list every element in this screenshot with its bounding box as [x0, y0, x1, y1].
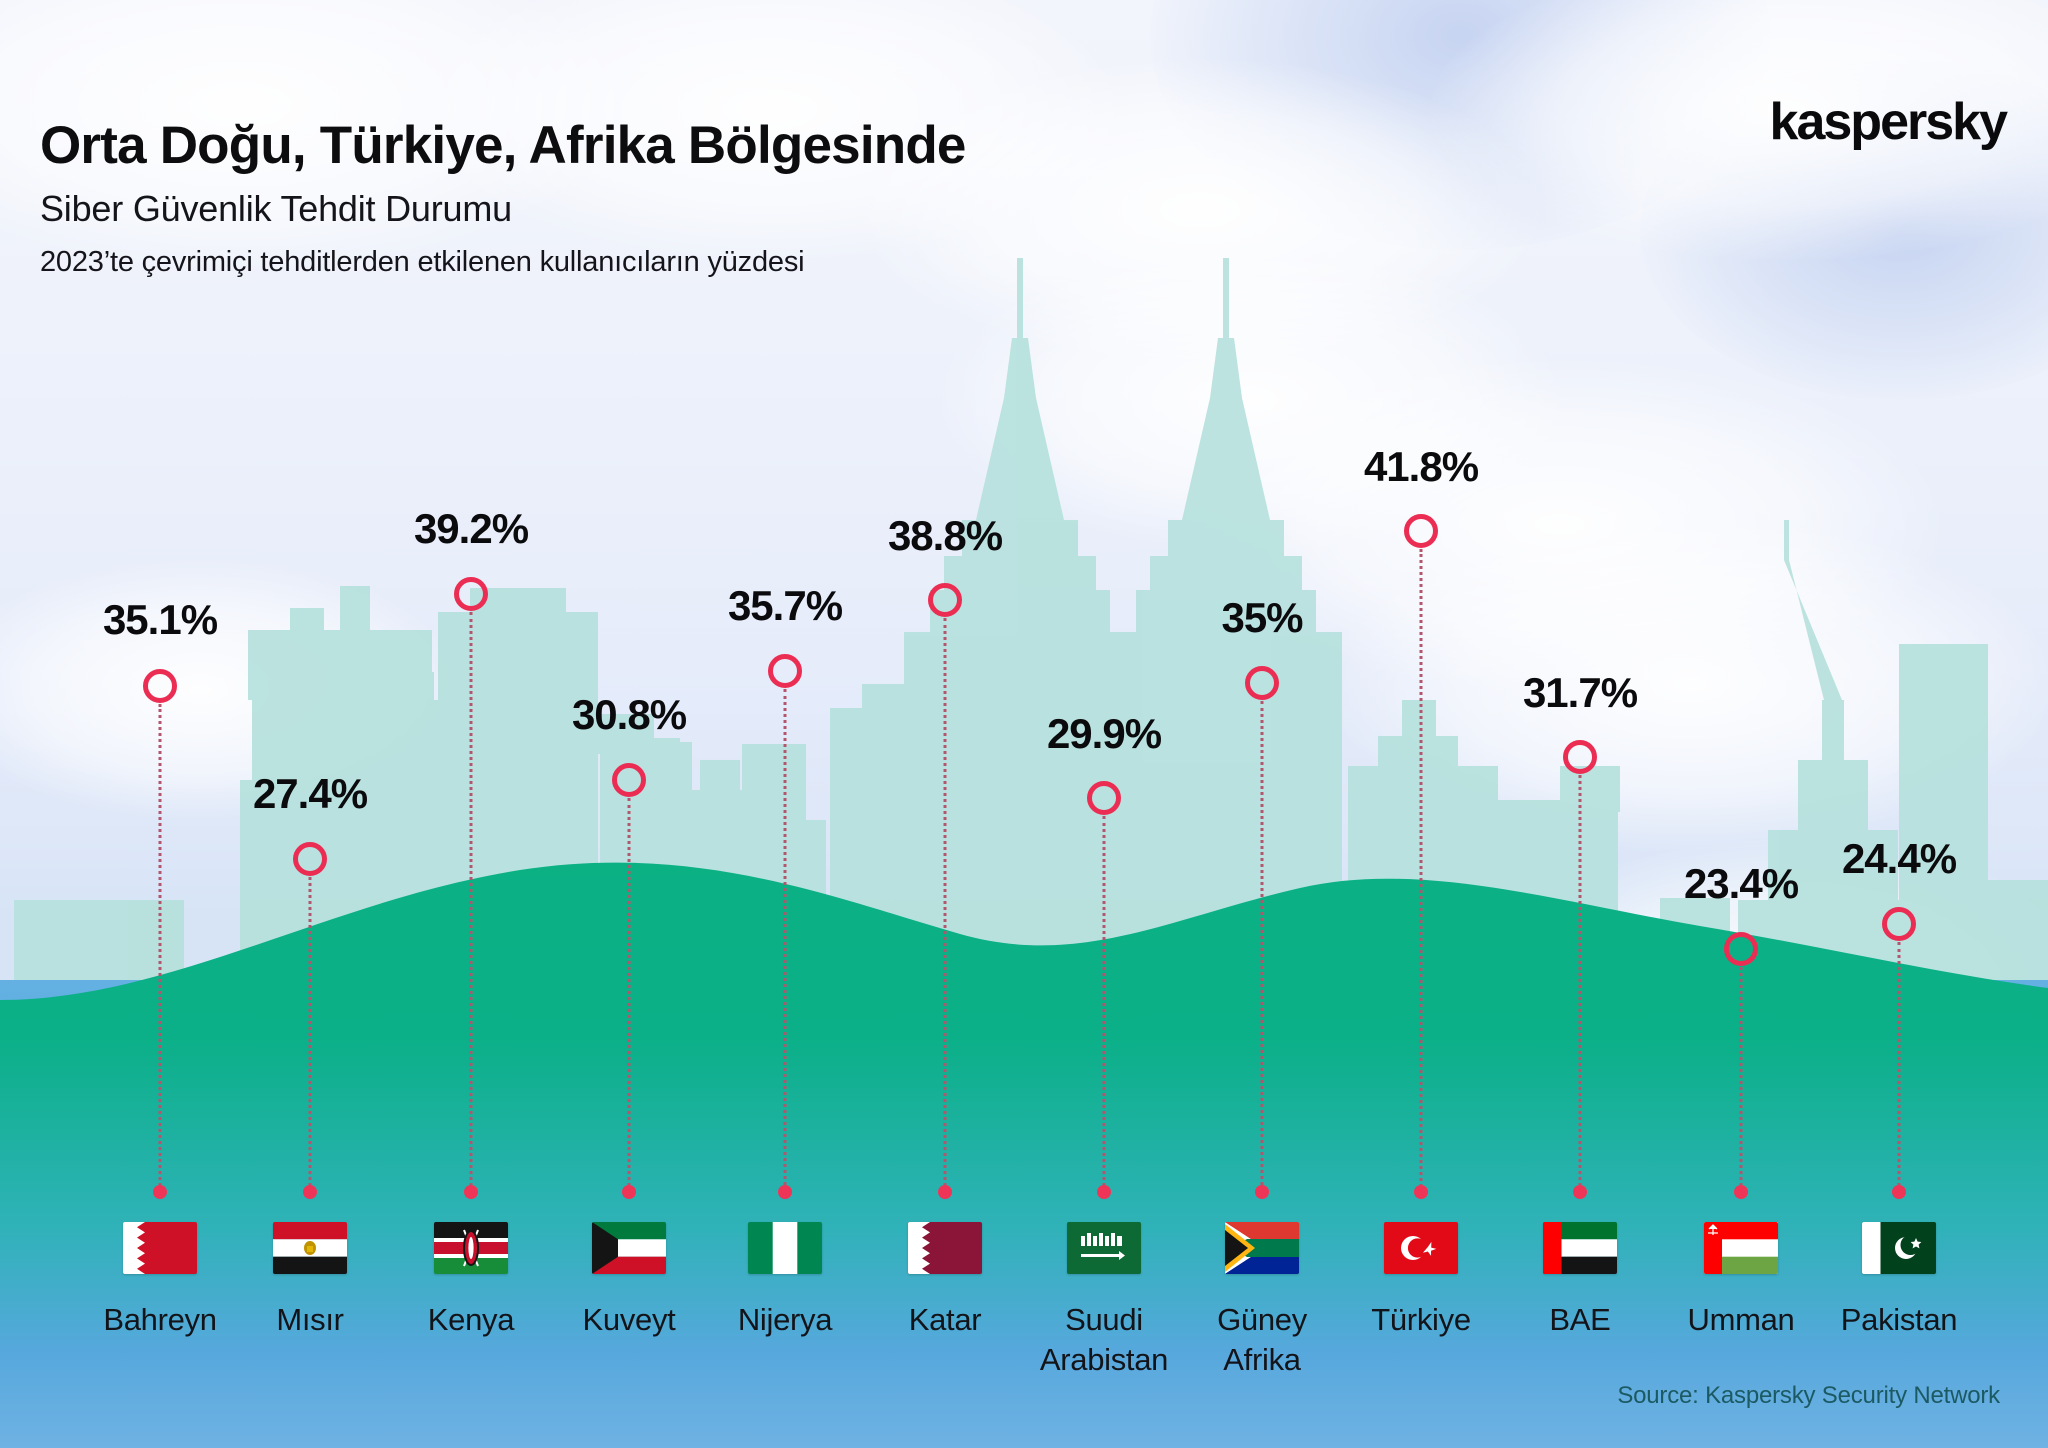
- country-label-line2: Arabistan: [1039, 1341, 1169, 1377]
- connector-end-dot: [153, 1185, 167, 1199]
- data-point-ring[interactable]: [1245, 666, 1279, 700]
- country-label: Umman: [1687, 1302, 1795, 1337]
- country-column[interactable]: Nijerya: [685, 1222, 885, 1340]
- data-value-label: 24.4%: [1841, 835, 1957, 882]
- flag-pakistan-icon: [1862, 1222, 1936, 1274]
- connector-end-dot: [622, 1185, 636, 1199]
- country-label: Kenya: [427, 1302, 515, 1337]
- flag-turkiye-icon: [1384, 1222, 1458, 1274]
- connector-end-dot: [1892, 1185, 1906, 1199]
- page-note: 2023’te çevrimiçi tehditlerden etkilenen…: [40, 246, 805, 279]
- country-column[interactable]: Kuveyt: [529, 1222, 729, 1340]
- country-column[interactable]: Umman: [1641, 1222, 1841, 1340]
- country-label: Pakistan: [1840, 1302, 1958, 1337]
- data-value-label: 27.4%: [252, 770, 368, 817]
- header: Orta Doğu, Türkiye, Afrika Bölgesinde Si…: [40, 116, 1340, 279]
- connector-end-dot: [1097, 1185, 1111, 1199]
- connector-line: [1897, 942, 1901, 1192]
- connector-line: [1739, 967, 1743, 1192]
- flag-uae-icon: [1543, 1222, 1617, 1274]
- connector-line: [783, 689, 787, 1192]
- country-column[interactable]: Suudi Arabistan: [1004, 1222, 1204, 1379]
- data-value-label: 31.7%: [1522, 669, 1638, 716]
- flag-kuwait-icon: [592, 1222, 666, 1274]
- data-point-ring[interactable]: [1882, 907, 1916, 941]
- country-label: Türkiye: [1371, 1302, 1471, 1337]
- data-point-ring[interactable]: [612, 763, 646, 797]
- country-label: Nijerya: [737, 1302, 833, 1337]
- connector-end-dot: [1255, 1185, 1269, 1199]
- data-value-label: 41.8%: [1363, 443, 1479, 490]
- country-label-line2: Afrika: [1223, 1341, 1301, 1377]
- country-label: Kuveyt: [582, 1302, 676, 1337]
- flag-qatar-icon: [908, 1222, 982, 1274]
- connector-line: [308, 877, 312, 1192]
- connector-line: [1260, 701, 1264, 1192]
- flag-egypt-icon: [273, 1222, 347, 1274]
- country-column[interactable]: Mısır: [210, 1222, 410, 1340]
- country-label: Katar: [908, 1302, 982, 1337]
- connector-end-dot: [1573, 1185, 1587, 1199]
- country-column[interactable]: Kenya: [371, 1222, 571, 1340]
- data-point-ring[interactable]: [1087, 781, 1121, 815]
- country-column[interactable]: Pakistan: [1799, 1222, 1999, 1340]
- data-point-ring[interactable]: [768, 654, 802, 688]
- country-label: Güney Afrika: [1162, 1300, 1362, 1379]
- kaspersky-logo: kaspersky: [1769, 93, 2008, 151]
- connector-line: [943, 618, 947, 1192]
- data-value-label: 30.8%: [571, 691, 687, 738]
- data-point-ring[interactable]: [1404, 514, 1438, 548]
- connector-end-dot: [303, 1185, 317, 1199]
- data-point-ring[interactable]: [1563, 740, 1597, 774]
- country-label: BAE: [1549, 1302, 1611, 1337]
- connector-end-dot: [938, 1185, 952, 1199]
- country-column[interactable]: BAE: [1480, 1222, 1680, 1340]
- data-point-ring[interactable]: [143, 669, 177, 703]
- data-point-ring[interactable]: [454, 577, 488, 611]
- flag-nigeria-icon: [748, 1222, 822, 1274]
- country-label: Bahreyn: [103, 1302, 217, 1337]
- data-point-ring[interactable]: [1724, 932, 1758, 966]
- page-title: Orta Doğu, Türkiye, Afrika Bölgesinde: [40, 116, 966, 175]
- data-value-label: 38.8%: [887, 512, 1003, 559]
- connector-line: [158, 704, 162, 1192]
- connector-end-dot: [778, 1185, 792, 1199]
- connector-line: [1102, 816, 1106, 1192]
- data-value-label: 35.7%: [727, 582, 843, 629]
- country-column[interactable]: Türkiye: [1321, 1222, 1521, 1340]
- connector-end-dot: [464, 1185, 478, 1199]
- connector-line: [1419, 549, 1423, 1192]
- connector-end-dot: [1734, 1185, 1748, 1199]
- flag-oman-icon: [1704, 1222, 1778, 1274]
- flag-saudi-arabia-icon: [1067, 1222, 1141, 1274]
- data-value-label: 35.1%: [102, 596, 218, 643]
- data-value-label: 29.9%: [1046, 710, 1162, 757]
- data-value-label: 39.2%: [413, 505, 529, 552]
- connector-line: [627, 798, 631, 1192]
- country-column[interactable]: Katar: [845, 1222, 1045, 1340]
- source-note: Source: Kaspersky Security Network: [1617, 1382, 2000, 1409]
- connector-line: [1578, 775, 1582, 1192]
- country-label: Suudi Arabistan: [1004, 1300, 1204, 1379]
- data-point-ring[interactable]: [928, 583, 962, 617]
- flag-bahrain-icon: [123, 1222, 197, 1274]
- country-column[interactable]: Güney Afrika: [1162, 1222, 1362, 1379]
- country-column[interactable]: Bahreyn: [60, 1222, 260, 1340]
- flag-south-africa-icon: [1225, 1222, 1299, 1274]
- country-label: Mısır: [276, 1302, 344, 1337]
- data-value-label: 35%: [1221, 594, 1303, 641]
- flag-kenya-icon: [434, 1222, 508, 1274]
- page-subtitle: Siber Güvenlik Tehdit Durumu: [40, 188, 512, 230]
- connector-line: [469, 612, 473, 1192]
- data-point-ring[interactable]: [293, 842, 327, 876]
- connector-end-dot: [1414, 1185, 1428, 1199]
- data-value-label: 23.4%: [1683, 860, 1799, 907]
